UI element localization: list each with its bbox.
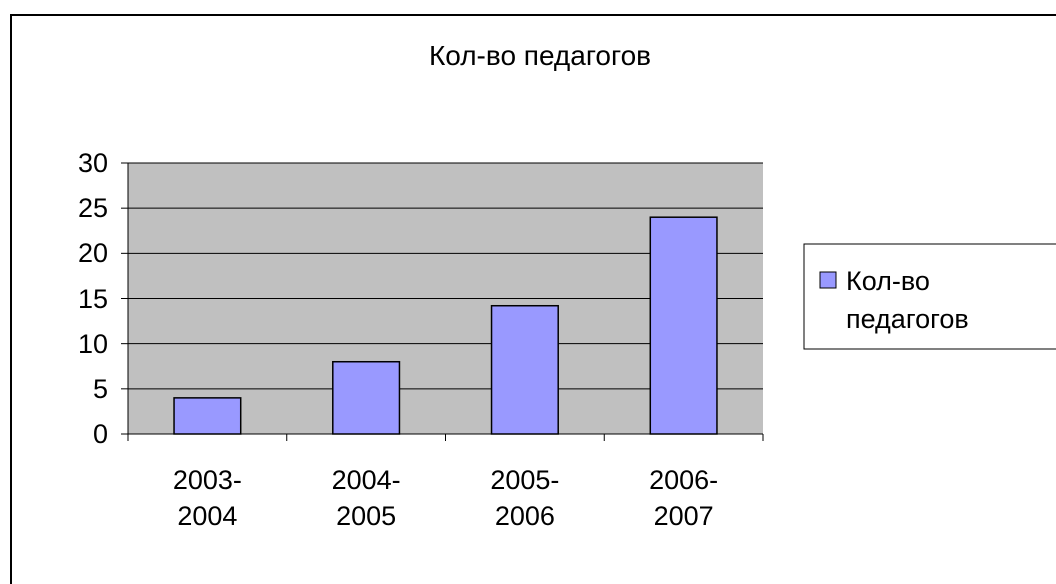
y-tick-label: 15 <box>77 283 108 314</box>
bar <box>332 360 401 435</box>
legend-label: Кол-во педагогов <box>846 266 969 334</box>
legend-box <box>803 243 1056 350</box>
y-tick-label: 20 <box>77 238 108 269</box>
x-tick-label: 2005-2006 <box>490 465 560 531</box>
chart-title: Кол-во педагогов <box>428 40 652 71</box>
legend-swatch <box>819 271 837 289</box>
y-tick-label: 30 <box>77 148 108 178</box>
x-tick-label: 2004-2005 <box>331 465 401 531</box>
bar <box>490 304 559 435</box>
bar <box>649 216 718 435</box>
y-tick-label: 25 <box>77 193 108 224</box>
y-tick-label: 5 <box>92 373 108 404</box>
y-tick-label: 10 <box>77 328 108 359</box>
x-tick-label: 2006-2007 <box>649 465 719 531</box>
bar <box>173 397 242 435</box>
x-tick-label: 2003-2004 <box>172 465 242 531</box>
y-tick-label: 0 <box>92 419 108 449</box>
